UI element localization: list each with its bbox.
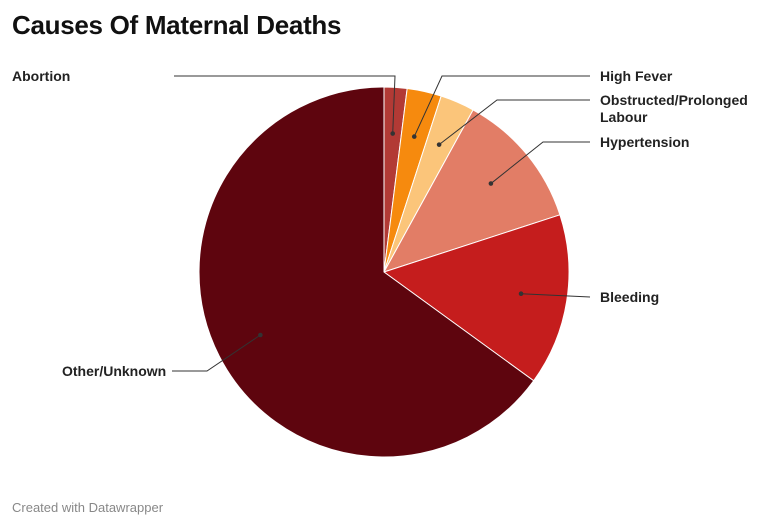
leader-line: [174, 75, 396, 134]
pie-slice: [382, 109, 561, 273]
leader-dot: [436, 142, 442, 147]
slice-label: Bleeding: [600, 289, 659, 305]
slice-label: Other/Unknown: [62, 363, 166, 379]
credit-text: Created with Datawrapper: [12, 500, 164, 515]
pie-slices: [198, 86, 570, 458]
pie-slice: [198, 86, 535, 458]
leader-line: [413, 75, 590, 137]
leader-dot: [488, 181, 494, 186]
leader-line: [521, 293, 591, 298]
leader-dot: [411, 134, 417, 139]
chart-title: Causes Of Maternal Deaths: [12, 10, 342, 40]
pie-slice: [382, 214, 570, 382]
slice-labels: Abortion High Fever Obstructed/Prolonged La…: [12, 68, 748, 379]
leader-lines: [172, 75, 591, 372]
leader-line: [172, 334, 261, 372]
slice-label: Abortion: [12, 68, 70, 84]
slice-label: High Fever: [600, 68, 673, 84]
slice-label: Hypertension: [600, 134, 689, 150]
leader-line: [438, 99, 590, 146]
leader-dot: [518, 291, 524, 297]
slice-label: Obstructed/Prolonged Labour: [600, 92, 748, 125]
leader-line: [490, 141, 590, 184]
leader-dot: [258, 332, 263, 338]
leader-dot: [390, 131, 396, 136]
